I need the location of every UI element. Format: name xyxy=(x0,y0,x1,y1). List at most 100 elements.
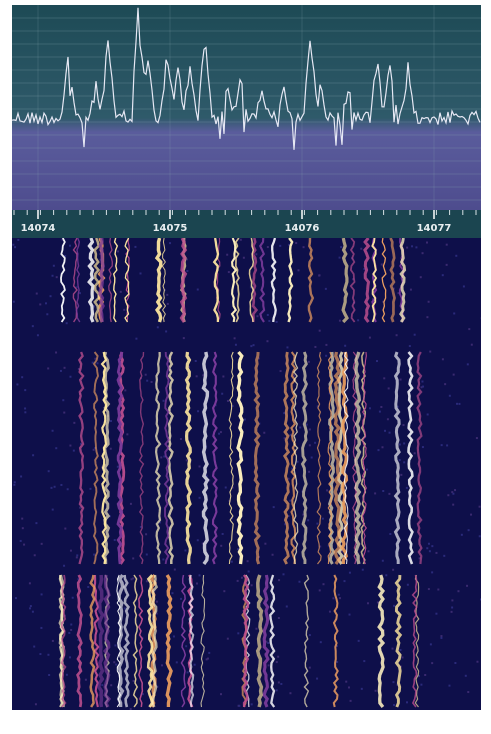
noise xyxy=(360,512,362,514)
noise xyxy=(134,246,136,248)
noise xyxy=(120,291,122,293)
noise xyxy=(319,589,321,591)
noise xyxy=(421,381,423,383)
noise xyxy=(426,316,428,318)
noise xyxy=(13,484,15,486)
noise xyxy=(33,646,35,648)
noise xyxy=(357,319,359,321)
noise xyxy=(47,654,49,656)
noise xyxy=(442,274,444,276)
noise xyxy=(208,652,210,654)
noise xyxy=(163,400,165,402)
noise xyxy=(54,486,56,488)
noise xyxy=(369,407,371,409)
noise xyxy=(117,466,119,468)
noise xyxy=(360,248,362,250)
noise xyxy=(367,550,369,552)
noise xyxy=(52,275,54,277)
noise xyxy=(47,367,49,369)
noise xyxy=(52,640,54,642)
noise xyxy=(133,680,135,682)
noise xyxy=(431,571,433,573)
noise xyxy=(389,432,391,434)
noise xyxy=(169,242,171,244)
noise xyxy=(299,426,301,428)
noise xyxy=(227,400,229,402)
noise xyxy=(295,242,297,244)
noise xyxy=(278,681,280,683)
noise xyxy=(220,693,222,695)
noise xyxy=(309,667,311,669)
noise xyxy=(48,470,50,472)
noise xyxy=(66,322,68,324)
noise xyxy=(124,389,126,391)
noise xyxy=(279,245,281,247)
noise xyxy=(140,272,142,274)
noise xyxy=(297,269,299,271)
noise xyxy=(241,577,243,579)
noise xyxy=(441,444,443,446)
noise xyxy=(97,362,99,364)
noise xyxy=(16,383,18,385)
noise xyxy=(69,445,71,447)
noise xyxy=(276,661,278,663)
noise xyxy=(406,247,408,249)
noise xyxy=(146,380,148,382)
noise xyxy=(273,506,275,508)
noise xyxy=(452,493,454,495)
noise xyxy=(362,569,364,571)
noise xyxy=(199,497,201,499)
noise xyxy=(226,254,228,256)
noise xyxy=(402,656,404,658)
noise xyxy=(117,250,119,252)
noise xyxy=(343,580,345,582)
noise xyxy=(70,623,72,625)
noise xyxy=(267,314,269,316)
noise xyxy=(146,580,148,582)
noise xyxy=(461,534,463,536)
noise xyxy=(440,635,442,637)
noise xyxy=(52,430,54,432)
noise xyxy=(468,328,470,330)
noise xyxy=(247,560,249,562)
noise xyxy=(34,554,36,556)
noise xyxy=(377,449,379,451)
noise xyxy=(268,664,270,666)
noise xyxy=(196,375,198,377)
noise xyxy=(400,379,402,381)
noise xyxy=(237,580,239,582)
tick-label: 14074 xyxy=(21,223,56,234)
noise xyxy=(53,265,55,267)
noise xyxy=(35,522,37,524)
noise xyxy=(454,489,456,491)
noise xyxy=(123,309,125,311)
noise xyxy=(344,345,346,347)
noise xyxy=(60,484,62,486)
noise xyxy=(376,360,378,362)
noise xyxy=(23,544,25,546)
noise xyxy=(446,444,448,446)
noise xyxy=(358,640,360,642)
noise xyxy=(176,661,178,663)
noise xyxy=(130,708,132,710)
noise xyxy=(32,611,34,613)
noise xyxy=(323,583,325,585)
noise xyxy=(69,376,71,378)
noise xyxy=(448,685,450,687)
noise xyxy=(414,452,416,454)
noise xyxy=(396,334,398,336)
noise xyxy=(70,629,72,631)
noise xyxy=(280,683,282,685)
noise xyxy=(463,285,465,287)
noise xyxy=(195,360,197,362)
noise xyxy=(289,500,291,502)
noise xyxy=(173,635,175,637)
noise xyxy=(52,509,54,511)
noise xyxy=(431,662,433,664)
noise xyxy=(222,375,224,377)
noise xyxy=(338,594,340,596)
noise xyxy=(286,605,288,607)
noise xyxy=(314,442,316,444)
noise xyxy=(132,577,134,579)
noise xyxy=(422,446,424,448)
